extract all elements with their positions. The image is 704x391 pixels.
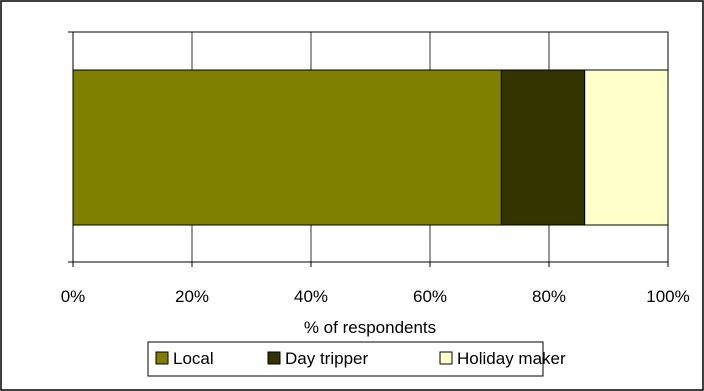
bar-day-tripper — [500, 69, 586, 226]
legend: Local Day tripper Holiday maker — [147, 341, 566, 377]
x-tick-label: 40% — [294, 287, 328, 306]
axes — [68, 31, 74, 263]
x-tick-label: 80% — [532, 287, 566, 306]
x-tick-label: 60% — [413, 287, 447, 306]
bar-holiday-maker — [584, 69, 669, 226]
x-axis-ticks: 0% 20% 40% 60% 80% 100% — [61, 262, 690, 306]
x-tick-label: 20% — [175, 287, 209, 306]
legend-label: Local — [173, 349, 214, 368]
legend-box — [147, 341, 544, 377]
x-tick-label: 100% — [646, 287, 689, 306]
legend-swatch — [155, 351, 169, 365]
legend-items: Local Day tripper Holiday maker — [155, 349, 566, 368]
legend-swatch — [267, 351, 281, 365]
legend-label: Day tripper — [285, 349, 368, 368]
legend-swatch — [439, 351, 453, 365]
bar-local — [72, 69, 502, 226]
bar-group — [72, 69, 669, 226]
legend-label: Holiday maker — [457, 349, 566, 368]
x-axis-title: % of respondents — [304, 318, 436, 337]
x-tick-label: 0% — [61, 287, 86, 306]
